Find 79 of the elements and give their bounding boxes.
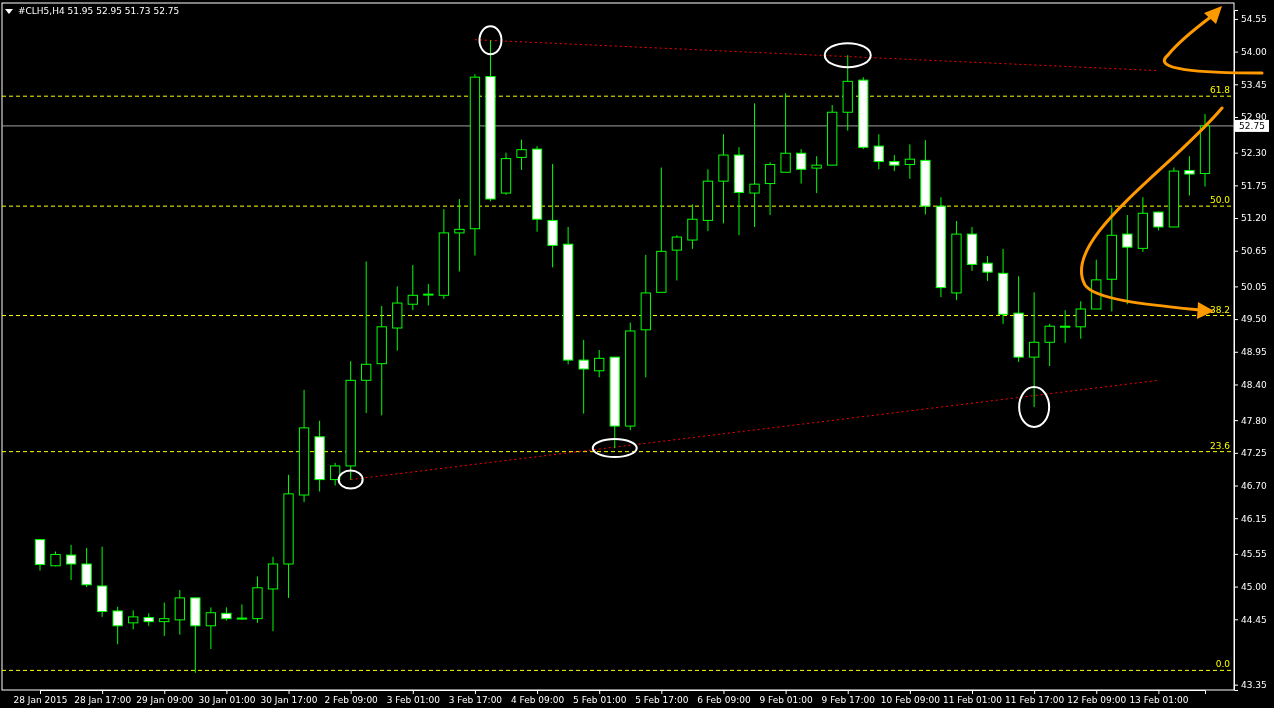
candlestick xyxy=(128,609,139,630)
y-tick-label: 50.65 xyxy=(1241,246,1267,257)
candlestick xyxy=(516,139,527,171)
x-tick-label: 5 Feb 17:00 xyxy=(635,695,689,706)
candlestick xyxy=(873,133,884,170)
candlestick xyxy=(749,102,760,228)
candlestick xyxy=(1028,291,1040,408)
candlestick xyxy=(764,161,776,216)
y-tick-label: 53.45 xyxy=(1241,79,1267,90)
x-tick-label: 11 Feb 01:00 xyxy=(942,695,1003,706)
y-tick-label: 46.70 xyxy=(1241,480,1268,491)
candlestick xyxy=(205,606,217,650)
annotation: 61.8 xyxy=(1209,85,1231,96)
y-tick-label: 49.50 xyxy=(1241,314,1268,325)
y-tick-label: 54.55 xyxy=(1241,14,1267,25)
candlestick xyxy=(81,547,92,588)
candlestick xyxy=(1122,214,1133,305)
annotation: 38.2 xyxy=(1209,304,1230,315)
y-tick-label: 45.00 xyxy=(1241,581,1268,592)
x-tick-label: 3 Feb 17:00 xyxy=(448,695,503,706)
candlestick xyxy=(361,260,372,414)
candlestick xyxy=(578,339,589,415)
x-tick-label: 28 Jan 2015 xyxy=(13,695,68,706)
candlestick xyxy=(1184,155,1195,196)
candlestick xyxy=(65,544,77,581)
candlestick xyxy=(423,283,434,306)
y-tick-label: 48.40 xyxy=(1241,379,1268,390)
candlestick xyxy=(811,155,822,194)
candlestick xyxy=(1060,309,1071,344)
x-tick-label: 4 Feb 09:00 xyxy=(510,695,565,706)
chart-title: #CLH5,H4 51.95 52.95 51.73 52.75 xyxy=(18,6,180,16)
candlestick xyxy=(982,255,993,282)
y-tick-label: 45.55 xyxy=(1241,549,1267,560)
candlestick xyxy=(329,462,341,487)
candlestick xyxy=(236,603,248,621)
candlestick xyxy=(454,198,465,273)
x-tick-label: 30 Jan 17:00 xyxy=(260,695,318,706)
candlestick xyxy=(795,148,807,185)
x-tick-label: 9 Feb 01:00 xyxy=(759,695,814,706)
annotation: 23.6 xyxy=(1209,440,1231,451)
y-tick-label: 43.35 xyxy=(1241,680,1267,691)
candlestick xyxy=(1044,323,1055,367)
x-tick-label: 28 Jan 17:00 xyxy=(74,695,132,706)
candlestick xyxy=(1075,300,1086,340)
x-tick-label: 2 Feb 09:00 xyxy=(324,695,379,706)
annotation: 0.0 xyxy=(1215,659,1231,670)
y-tick-label: 47.80 xyxy=(1241,415,1268,426)
candlestick xyxy=(687,203,698,250)
x-tick-label: 6 Feb 09:00 xyxy=(697,695,751,706)
x-tick-label: 30 Jan 01:00 xyxy=(198,695,256,706)
y-tick-label: 44.45 xyxy=(1241,614,1267,625)
y-tick-label: 47.25 xyxy=(1241,448,1267,459)
y-tick-label: 52.30 xyxy=(1241,148,1268,159)
candlestick xyxy=(174,589,185,636)
candlestick xyxy=(904,143,916,180)
y-tick-label: 51.75 xyxy=(1241,180,1267,191)
y-tick-label: 48.95 xyxy=(1241,347,1267,358)
x-tick-label: 12 Feb 09:00 xyxy=(1067,695,1127,706)
y-tick-label: 54.00 xyxy=(1241,46,1268,57)
y-tick-label: 52.90 xyxy=(1241,112,1268,123)
candlestick xyxy=(112,606,123,645)
x-tick-label: 5 Feb 01:00 xyxy=(573,695,627,706)
candlestick xyxy=(780,92,791,173)
candlestick xyxy=(159,602,170,637)
candlestick xyxy=(671,234,683,281)
y-tick-label: 46.15 xyxy=(1241,513,1267,524)
x-tick-label: 29 Jan 09:00 xyxy=(136,695,194,706)
candlestick xyxy=(407,264,418,311)
x-tick-label: 9 Feb 17:00 xyxy=(821,695,876,706)
ref-line-label: 52.75 xyxy=(1239,121,1265,132)
x-tick-label: 11 Feb 17:00 xyxy=(1005,695,1065,706)
candlestick xyxy=(1153,211,1164,232)
y-tick-label: 51.20 xyxy=(1241,213,1268,224)
x-tick-label: 10 Feb 09:00 xyxy=(880,695,941,706)
candlestick xyxy=(594,349,605,378)
y-tick-label: 50.05 xyxy=(1241,281,1267,292)
annotation: 50.0 xyxy=(1209,195,1231,206)
x-tick-label: 3 Feb 01:00 xyxy=(386,695,441,706)
x-tick-label: 13 Feb 01:00 xyxy=(1129,695,1189,706)
